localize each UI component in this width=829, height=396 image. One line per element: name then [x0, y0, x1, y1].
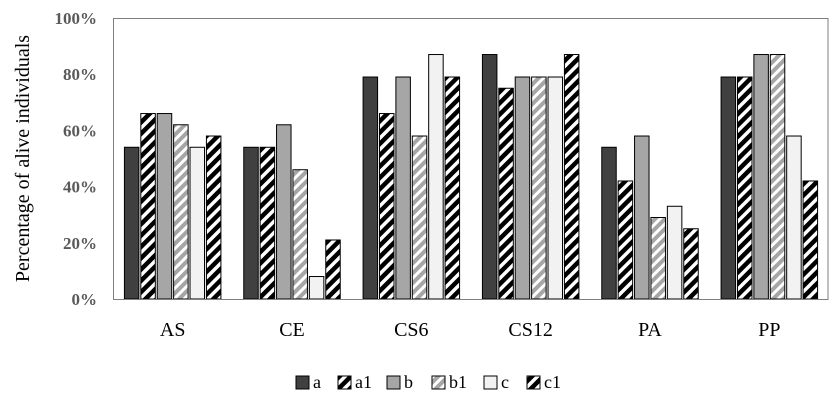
legend: a a1 b b1 c c1: [295, 372, 561, 392]
bar-c1-pa: [683, 228, 699, 300]
legend-swatch: [483, 375, 498, 390]
legend-item-b1: b1: [431, 372, 467, 392]
bar-c-cs12: [547, 76, 564, 300]
y-axis-label: Percentage of alive individuals: [12, 35, 34, 282]
bar-b1-ce: [292, 169, 308, 300]
bar-c1-as: [205, 135, 222, 300]
bar-a1-ce: [259, 146, 276, 300]
y-tick-label: 0%: [72, 290, 98, 309]
y-tick-label: 40%: [63, 178, 97, 197]
y-tick-label: 100%: [55, 9, 98, 28]
bar-b-ce: [276, 124, 292, 300]
x-tick-label: CE: [279, 319, 305, 341]
bar-c1-ce: [325, 239, 341, 300]
bar-c1-cs12: [563, 54, 580, 300]
bar-b-as: [156, 113, 173, 300]
bar-a-as: [123, 146, 140, 300]
legend-swatch: [337, 375, 352, 390]
legend-swatch: [295, 375, 310, 390]
bar-b1-as: [173, 124, 189, 300]
bar-a1-cs6: [378, 113, 395, 300]
legend-label: c1: [544, 372, 561, 392]
bar-a1-cs12: [498, 87, 514, 300]
legend-item-c1: c1: [526, 372, 561, 392]
x-tick-label: PA: [638, 319, 662, 341]
legend-label: b: [404, 372, 413, 392]
bar-b-cs12: [514, 76, 531, 300]
legend-item-b: b: [386, 372, 413, 392]
legend-item-a: a: [295, 372, 321, 392]
bar-a1-pa: [617, 180, 634, 300]
legend-item-c: c: [483, 372, 509, 392]
bar-c-cs6: [428, 54, 444, 300]
bar-c-ce: [308, 276, 325, 300]
bar-a-ce: [243, 146, 259, 300]
y-tick-label: 60%: [63, 121, 97, 140]
x-tick-label: AS: [160, 319, 186, 341]
y-tick-label: 20%: [63, 234, 97, 253]
bar-a-pp: [720, 76, 737, 300]
y-tick-label: 80%: [63, 65, 97, 84]
legend-label: c: [501, 372, 509, 392]
legend-swatch: [431, 375, 446, 390]
bar-b1-pa: [650, 217, 666, 300]
legend-label: a1: [355, 372, 372, 392]
bar-c1-cs6: [444, 76, 461, 300]
bar-b1-cs6: [411, 135, 428, 300]
legend-swatch: [526, 375, 541, 390]
x-tick-label: CS12: [508, 319, 552, 341]
bar-c1-pp: [802, 180, 819, 300]
x-tick-label: PP: [758, 319, 780, 341]
bar-a-cs12: [481, 54, 498, 300]
bar-a-cs6: [362, 76, 379, 300]
bar-b1-pp: [769, 54, 786, 300]
x-tick-label: CS6: [394, 319, 428, 341]
bar-a1-pp: [736, 76, 753, 300]
bar-c-as: [189, 146, 206, 300]
bar-b1-cs12: [531, 76, 547, 300]
legend-swatch: [386, 375, 401, 390]
bar-c-pp: [786, 135, 802, 300]
bar-b-cs6: [395, 76, 411, 300]
legend-label: a: [313, 372, 321, 392]
bar-c-pa: [666, 205, 683, 300]
plot-frame: [113, 18, 829, 300]
bar-a1-as: [140, 113, 156, 300]
legend-label: b1: [449, 372, 467, 392]
bar-a-pa: [601, 146, 617, 300]
legend-item-a1: a1: [337, 372, 372, 392]
bar-b-pp: [753, 54, 769, 300]
bar-b-pa: [634, 135, 650, 300]
